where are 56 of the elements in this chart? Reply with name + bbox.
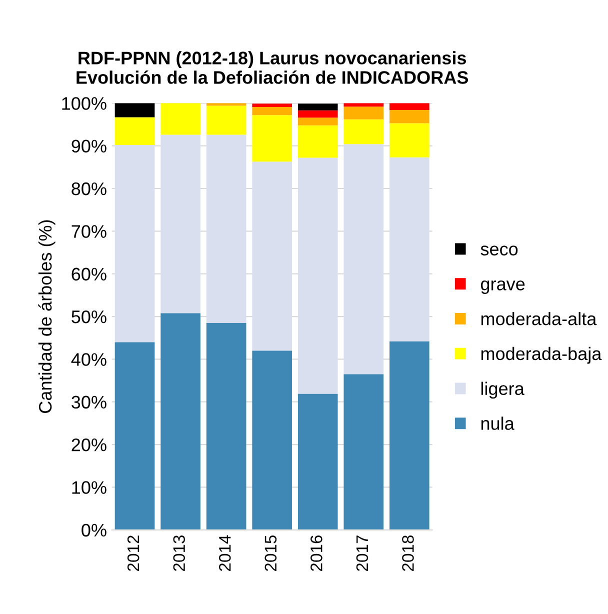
bar [298, 104, 338, 110]
bar [160, 313, 200, 530]
bar [114, 342, 155, 530]
x-tick-label: 2015 [264, 535, 277, 571]
bar [298, 394, 338, 530]
bar [344, 144, 384, 374]
y-tick-label: 100% [62, 97, 106, 110]
bar [252, 115, 292, 162]
bar [344, 374, 384, 530]
bar [206, 134, 246, 323]
bar [298, 125, 338, 158]
y-tick-label: 60% [72, 268, 106, 281]
bar [344, 119, 384, 144]
x-tick-label: 2016 [310, 535, 322, 571]
bar [114, 103, 155, 118]
y-tick-label: 40% [71, 353, 106, 366]
x-tick-label: 2013 [173, 535, 186, 571]
bar [389, 103, 430, 110]
bar [206, 322, 246, 530]
y-tick-label: 10% [72, 481, 106, 494]
bar [389, 123, 430, 158]
bar [252, 104, 292, 107]
bar [160, 134, 200, 314]
bar [389, 110, 430, 124]
y-tick-label: 70% [72, 225, 106, 238]
x-tick-label: 2012 [127, 536, 140, 571]
y-tick-label: 80% [72, 182, 106, 196]
bar [298, 158, 338, 394]
y-tick-label: 30% [72, 396, 106, 409]
bar [252, 106, 292, 116]
x-tick-label: 2017 [356, 536, 368, 571]
legend-label: grave [480, 280, 525, 294]
y-tick-label: 20% [72, 438, 106, 452]
bar [252, 162, 292, 351]
bar [114, 144, 155, 342]
x-tick-label: 2014 [218, 535, 231, 571]
y-axis-title: Cantidad de árboles (%) [38, 220, 56, 413]
legend-label: moderada-alta [481, 312, 597, 326]
bar [298, 118, 338, 126]
bar [252, 350, 292, 530]
bar [344, 106, 384, 120]
bar [206, 106, 246, 135]
legend-label: seco [480, 246, 518, 256]
y-tick-label: 90% [72, 140, 106, 153]
x-tick-label: 2018 [402, 535, 414, 571]
chart-title: RDF-PPNN (2012-18) Laurus novocanariensis Evolución de la Defoliación de INDICADORAS [76, 51, 468, 84]
legend-label: moderada-baja [481, 346, 602, 364]
bar [114, 117, 155, 145]
legend-label: nula [481, 416, 514, 430]
bar [389, 341, 430, 530]
y-tick-label: 0% [82, 524, 106, 537]
bar [389, 157, 430, 342]
bar [160, 103, 200, 135]
y-tick-label: 50% [72, 310, 106, 324]
legend-label: ligera [481, 382, 524, 399]
bar [298, 110, 338, 118]
